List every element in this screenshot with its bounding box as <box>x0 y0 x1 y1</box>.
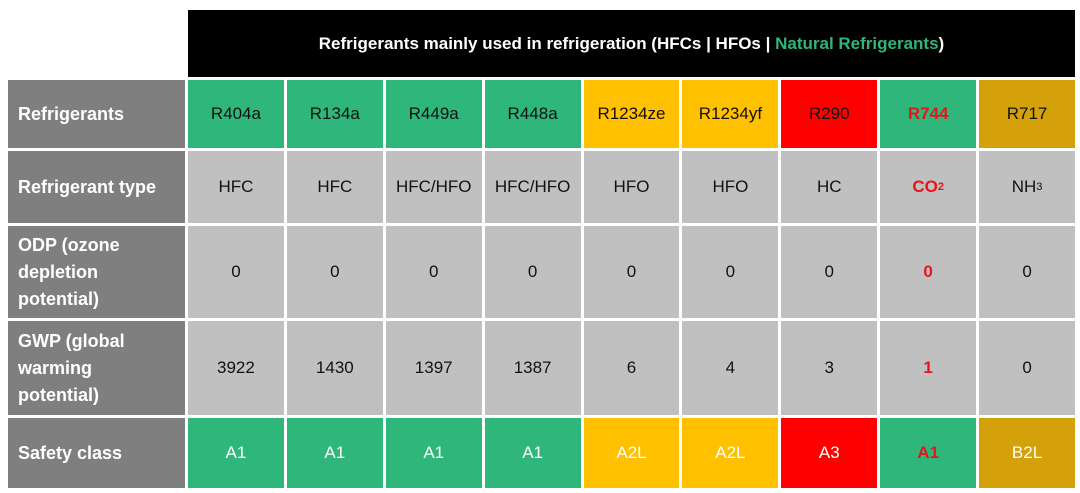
cell: A1 <box>286 418 383 488</box>
cell: 0 <box>979 226 1075 318</box>
cell-subscript: 2 <box>937 181 944 193</box>
cell: 3 <box>781 321 878 415</box>
title-part: Refrigerants mainly used in refrigeratio… <box>318 33 776 53</box>
cell: 1 <box>880 321 977 415</box>
cell: 1387 <box>484 321 581 415</box>
cell: A1 <box>188 418 284 488</box>
row-label: Safety class <box>8 418 185 488</box>
corner <box>8 10 185 77</box>
cell: R1234ze <box>583 80 680 148</box>
cell: R404a <box>188 80 284 148</box>
cell: CO 2 <box>880 151 977 223</box>
cell-subscript: 3 <box>1036 181 1043 193</box>
row-label: Refrigerants <box>8 80 185 148</box>
cell-text: CO <box>912 177 938 196</box>
cell: HFC/HFO <box>385 151 482 223</box>
table-title: Refrigerants mainly used in refrigeratio… <box>188 10 1075 77</box>
cell: 4 <box>682 321 779 415</box>
cell: HFO <box>583 151 680 223</box>
cell: 0 <box>682 226 779 318</box>
cell: 0 <box>484 226 581 318</box>
cell: 0 <box>781 226 878 318</box>
title-highlight: Natural Refrigerants <box>775 33 939 53</box>
cell: A1 <box>484 418 581 488</box>
cell: 3922 <box>188 321 284 415</box>
cell: 0 <box>979 321 1075 415</box>
cell: 0 <box>286 226 383 318</box>
cell: R448a <box>484 80 581 148</box>
row-label: ODP (ozone depletion potential) <box>8 226 185 318</box>
cell: R744 <box>880 80 977 148</box>
cell: B2L <box>979 418 1075 488</box>
cell: 6 <box>583 321 680 415</box>
cell: R290 <box>781 80 878 148</box>
title-part: ) <box>938 33 945 53</box>
cell: A2L <box>583 418 680 488</box>
cell-text: NH <box>1011 177 1037 196</box>
cell: NH 3 <box>979 151 1075 223</box>
cell: HFC <box>188 151 284 223</box>
cell: 1430 <box>286 321 383 415</box>
cell: HFC <box>286 151 383 223</box>
cell: R1234yf <box>682 80 779 148</box>
cell: R449a <box>385 80 482 148</box>
cell: A1 <box>880 418 977 488</box>
cell: 0 <box>385 226 482 318</box>
cell: HFC/HFO <box>484 151 581 223</box>
cell: R717 <box>979 80 1075 148</box>
cell: R134a <box>286 80 383 148</box>
cell: HC <box>781 151 878 223</box>
cell: A2L <box>682 418 779 488</box>
cell: 0 <box>583 226 680 318</box>
cell: 0 <box>880 226 977 318</box>
row-label: GWP (global warming potential) <box>8 321 185 415</box>
cell: HFO <box>682 151 779 223</box>
cell: 1397 <box>385 321 482 415</box>
row-label: Refrigerant type <box>8 151 185 223</box>
cell: 0 <box>188 226 284 318</box>
cell: A3 <box>781 418 878 488</box>
cell: A1 <box>385 418 482 488</box>
refrigerant-table: Refrigerants mainly used in refrigeratio… <box>8 10 1075 488</box>
